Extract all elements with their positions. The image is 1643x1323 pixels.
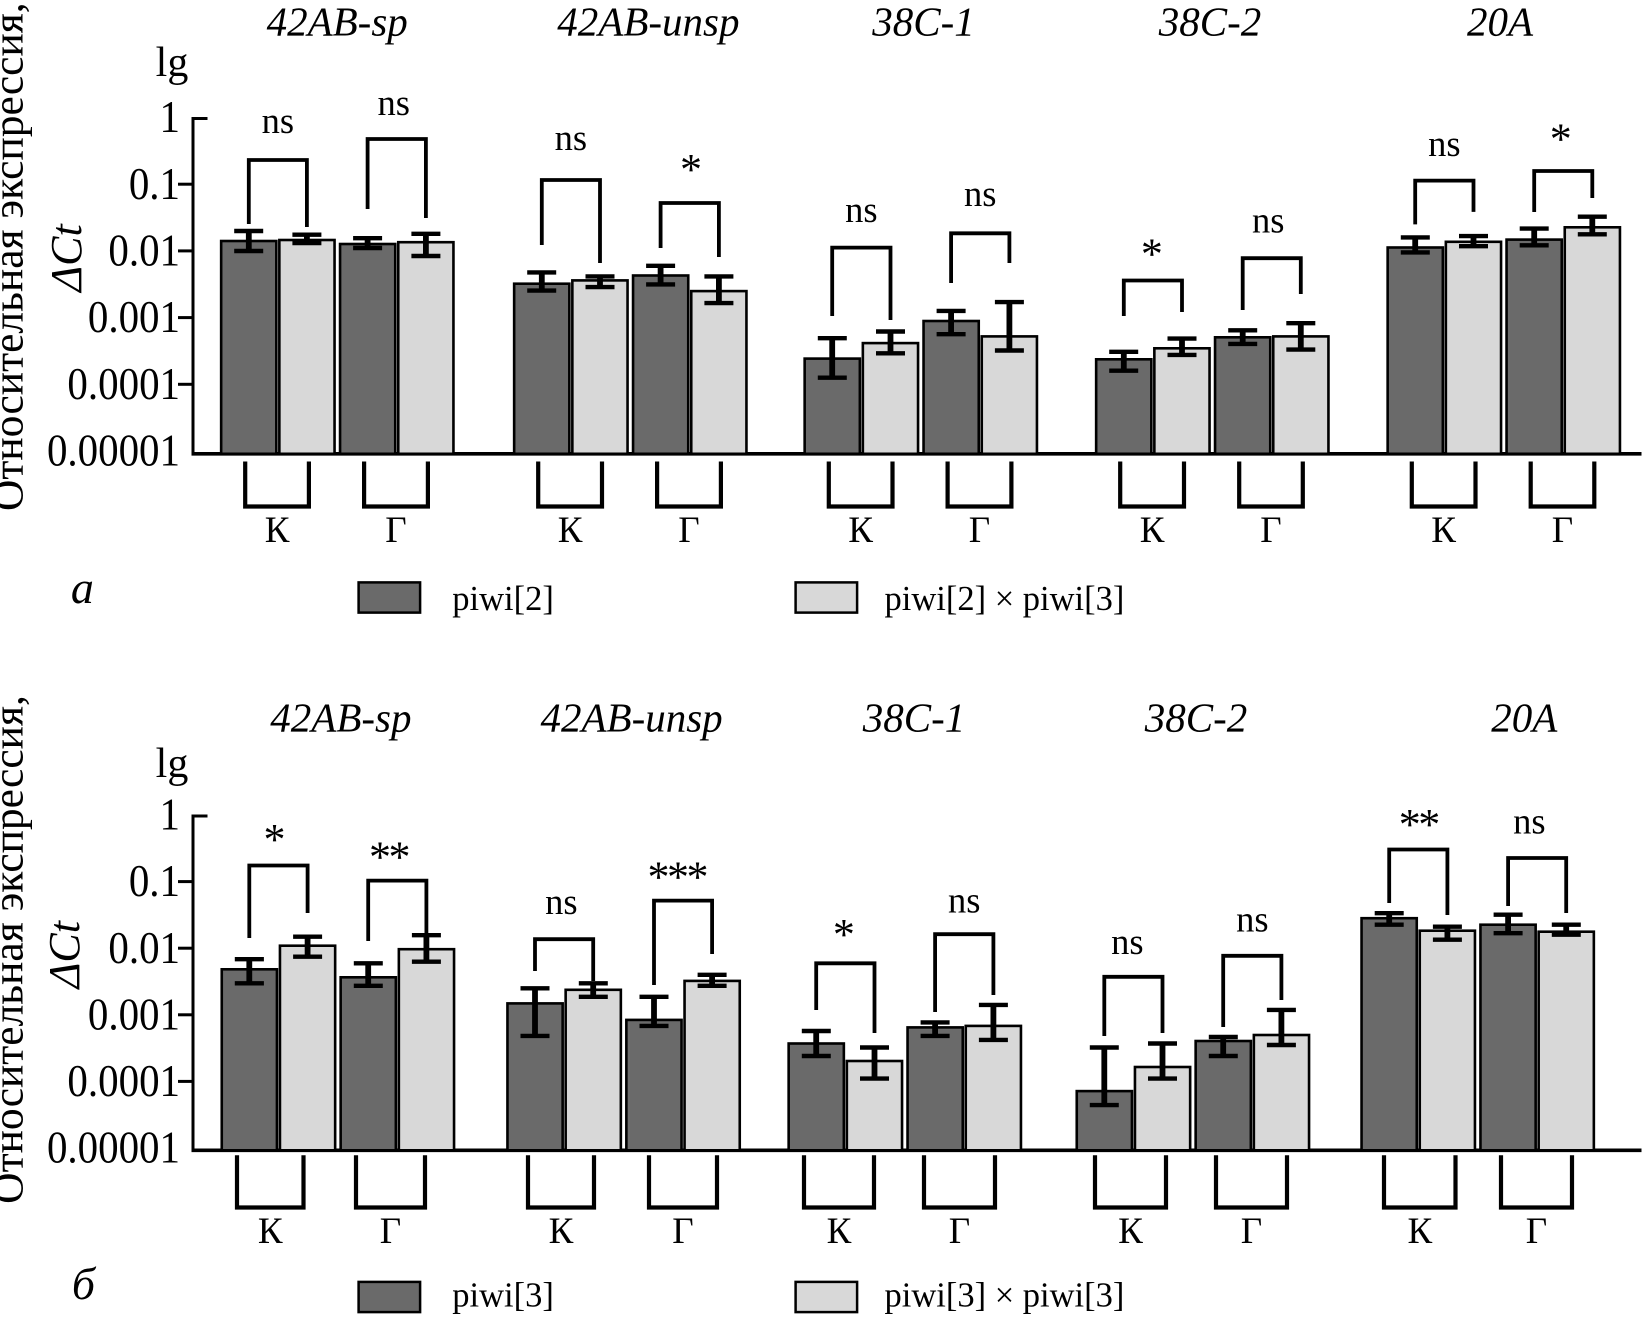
svg-text:38C-1: 38C-1 <box>871 0 975 45</box>
svg-text:20A: 20A <box>1491 695 1558 741</box>
svg-text:К: К <box>1118 1211 1143 1252</box>
svg-text:0.01: 0.01 <box>108 226 180 276</box>
svg-text:Г: Г <box>1552 510 1573 551</box>
svg-text:Г: Г <box>1241 1211 1262 1252</box>
svg-text:ns: ns <box>1111 921 1143 962</box>
svg-text:ns: ns <box>555 117 587 158</box>
svg-text:Относительная экспрессия,: Относительная экспрессия, <box>0 2 33 511</box>
svg-text:38C-2: 38C-2 <box>1158 0 1262 45</box>
svg-text:42AB-unsp: 42AB-unsp <box>540 695 722 741</box>
svg-text:*: * <box>680 145 700 194</box>
svg-text:0.01: 0.01 <box>108 923 180 973</box>
svg-text:38C-1: 38C-1 <box>862 695 966 741</box>
svg-text:1: 1 <box>160 92 180 142</box>
svg-text:1: 1 <box>160 790 180 840</box>
svg-text:ns: ns <box>1236 898 1268 939</box>
svg-text:Г: Г <box>672 1211 693 1252</box>
svg-text:Относительная экспрессия,: Относительная экспрессия, <box>0 695 33 1204</box>
svg-text:ΔCt: ΔCt <box>40 919 89 990</box>
svg-text:42AB-sp: 42AB-sp <box>267 0 408 45</box>
svg-text:К: К <box>827 1211 852 1252</box>
svg-text:К: К <box>1407 1211 1432 1252</box>
svg-text:0.1: 0.1 <box>129 856 180 906</box>
svg-text:0.001: 0.001 <box>88 292 180 342</box>
svg-text:К: К <box>549 1211 574 1252</box>
svg-text:piwi[2] × piwi[3]: piwi[2] × piwi[3] <box>885 580 1125 618</box>
svg-text:ns: ns <box>1252 200 1284 241</box>
svg-text:ns: ns <box>964 173 996 214</box>
svg-text:Г: Г <box>1260 510 1281 551</box>
svg-text:ns: ns <box>1428 123 1460 164</box>
svg-text:lg: lg <box>156 40 189 86</box>
svg-text:*: * <box>833 910 853 959</box>
svg-text:42AB-sp: 42AB-sp <box>270 695 411 741</box>
svg-text:0.00001: 0.00001 <box>47 426 180 476</box>
svg-text:ns: ns <box>377 82 409 123</box>
svg-text:Г: Г <box>380 1211 401 1252</box>
svg-text:42AB-unsp: 42AB-unsp <box>557 0 739 45</box>
svg-text:б: б <box>72 1258 97 1309</box>
svg-text:**: ** <box>1399 800 1439 849</box>
svg-text:Г: Г <box>949 1211 970 1252</box>
svg-text:ns: ns <box>545 881 577 922</box>
svg-text:lg: lg <box>156 741 189 787</box>
svg-text:ns: ns <box>845 189 877 230</box>
svg-text:ns: ns <box>1513 801 1545 842</box>
svg-text:Г: Г <box>969 510 990 551</box>
svg-text:ns: ns <box>262 100 294 141</box>
svg-text:0.1: 0.1 <box>129 159 180 209</box>
svg-text:0.0001: 0.0001 <box>67 359 180 409</box>
svg-text:**: ** <box>369 832 409 881</box>
svg-text:0.001: 0.001 <box>88 989 180 1039</box>
svg-text:ΔCt: ΔCt <box>42 223 91 294</box>
svg-text:К: К <box>1140 510 1165 551</box>
svg-text:0.0001: 0.0001 <box>67 1056 180 1106</box>
svg-text:Г: Г <box>1526 1211 1547 1252</box>
svg-text:К: К <box>848 510 873 551</box>
svg-text:а: а <box>71 562 94 613</box>
svg-text:К: К <box>258 1211 283 1252</box>
svg-text:0.00001: 0.00001 <box>47 1123 180 1173</box>
svg-text:***: *** <box>647 852 706 901</box>
svg-text:*: * <box>263 815 283 864</box>
svg-text:piwi[3]: piwi[3] <box>452 1277 554 1315</box>
svg-text:piwi[2]: piwi[2] <box>452 580 554 618</box>
svg-text:*: * <box>1141 230 1161 279</box>
svg-text:Г: Г <box>678 510 699 551</box>
svg-text:*: * <box>1550 115 1570 164</box>
svg-text:38C-2: 38C-2 <box>1144 695 1248 741</box>
svg-text:20A: 20A <box>1467 0 1534 45</box>
svg-text:piwi[3] × piwi[3]: piwi[3] × piwi[3] <box>885 1277 1125 1315</box>
svg-text:К: К <box>558 510 583 551</box>
svg-text:К: К <box>265 510 290 551</box>
svg-text:К: К <box>1431 510 1456 551</box>
svg-text:ns: ns <box>948 879 980 920</box>
svg-text:Г: Г <box>385 510 406 551</box>
